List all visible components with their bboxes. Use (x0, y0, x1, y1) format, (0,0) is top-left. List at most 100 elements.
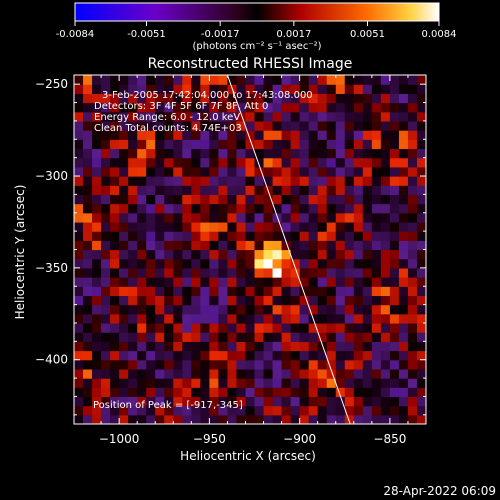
heatmap-cell (371, 120, 382, 131)
heatmap-cell (83, 212, 93, 223)
heatmap-cell (380, 286, 391, 297)
heatmap-cell (371, 258, 382, 269)
heatmap-cell (119, 368, 129, 379)
heatmap-cell (416, 350, 426, 361)
heatmap-cell (191, 368, 201, 379)
heatmap-cell (155, 139, 165, 150)
heatmap-cell (146, 221, 156, 232)
heatmap-cell (119, 148, 129, 159)
heatmap-cell (227, 194, 238, 205)
heatmap-cell (263, 102, 274, 113)
heatmap-cell (299, 75, 310, 85)
heatmap-cell (380, 75, 391, 85)
heatmap-cell (371, 221, 382, 232)
heatmap-cell (119, 258, 129, 269)
heatmap-cell (416, 304, 426, 315)
heatmap-cell (236, 396, 247, 407)
heatmap-cell (245, 148, 256, 159)
heatmap-cell (146, 368, 156, 379)
heatmap-cell (398, 120, 409, 131)
heatmap-cell (209, 322, 220, 333)
heatmap-cell (137, 332, 147, 342)
annotation-line: Clean Total counts: 4.74E+03 (94, 123, 242, 134)
heatmap-cell (398, 221, 409, 232)
heatmap-cell (182, 231, 192, 241)
heatmap-cell (335, 130, 346, 140)
heatmap-cell (380, 84, 391, 94)
heatmap-cell (272, 139, 283, 150)
heatmap-cell (101, 75, 111, 85)
heatmap-cell (281, 258, 292, 269)
colorbar-tick-label: 0.0051 (350, 29, 385, 40)
heatmap-cell (416, 120, 426, 131)
heatmap-cell (281, 157, 292, 168)
heatmap-cell (362, 120, 373, 131)
heatmap-cell (128, 139, 138, 150)
heatmap-cell (164, 350, 174, 361)
heatmap-cell (398, 75, 409, 85)
heatmap-cell (128, 304, 138, 315)
heatmap-cell (362, 258, 373, 269)
heatmap-cell (164, 267, 174, 278)
heatmap-cell (227, 258, 238, 269)
heatmap-cell (209, 157, 220, 168)
heatmap-cell (245, 221, 256, 232)
heatmap-cell (389, 120, 400, 131)
heatmap-cell (380, 203, 391, 214)
heatmap-cell (380, 139, 391, 150)
heatmap-cell (200, 221, 210, 232)
heatmap-cell (335, 84, 346, 94)
heatmap-cell (227, 111, 238, 122)
peak-position-label: Position of Peak = [-917,-345] (93, 400, 243, 411)
heatmap-cell (155, 203, 165, 214)
heatmap-cell (308, 332, 319, 342)
heatmap-cell (272, 130, 283, 140)
heatmap-cell (335, 176, 346, 186)
heatmap-cell (155, 267, 165, 278)
heatmap-cell (218, 130, 229, 140)
heatmap-cell (74, 84, 84, 94)
heatmap-cell (191, 185, 201, 195)
heatmap-cell (299, 157, 310, 168)
heatmap-cell (74, 322, 84, 333)
heatmap-cell (227, 221, 238, 232)
footer-timestamp: 28-Apr-2022 06:09 (383, 484, 496, 498)
heatmap-cell (83, 396, 93, 407)
heatmap-cell (245, 176, 256, 186)
heatmap-cell (344, 75, 355, 85)
heatmap-cell (191, 378, 201, 388)
heatmap-cell (182, 130, 192, 140)
heatmap-cell (362, 166, 373, 177)
heatmap-cell (317, 277, 328, 287)
heatmap-cell (173, 120, 183, 131)
heatmap-cell (164, 313, 174, 324)
heatmap-cell (209, 249, 220, 260)
heatmap-cell (263, 212, 274, 223)
heatmap-cell (83, 332, 93, 342)
heatmap-cell (128, 322, 138, 333)
heatmap-cell (389, 267, 400, 278)
heatmap-cell (164, 378, 174, 388)
heatmap-cell (290, 84, 301, 94)
heatmap-cell (290, 322, 301, 333)
heatmap-cell (335, 231, 346, 241)
heatmap-cell (164, 304, 174, 315)
heatmap-cell (191, 249, 201, 260)
heatmap-cell (164, 203, 174, 214)
heatmap-cell (119, 359, 129, 370)
heatmap-cell (146, 258, 156, 269)
chart-title: Reconstructed RHESSI Image (148, 56, 353, 72)
heatmap-cell (308, 368, 319, 379)
heatmap-cell (380, 231, 391, 241)
heatmap-cell (308, 258, 319, 269)
heatmap-cell (371, 350, 382, 361)
heatmap-cell (308, 304, 319, 315)
heatmap-cell (326, 203, 337, 214)
heatmap-cell (128, 212, 138, 223)
heatmap-cell (200, 166, 210, 177)
heatmap-cell (164, 359, 174, 370)
heatmap-cell (389, 387, 400, 398)
heatmap-cell (254, 221, 265, 232)
heatmap-cell (92, 93, 102, 104)
heatmap-cell (272, 120, 283, 131)
